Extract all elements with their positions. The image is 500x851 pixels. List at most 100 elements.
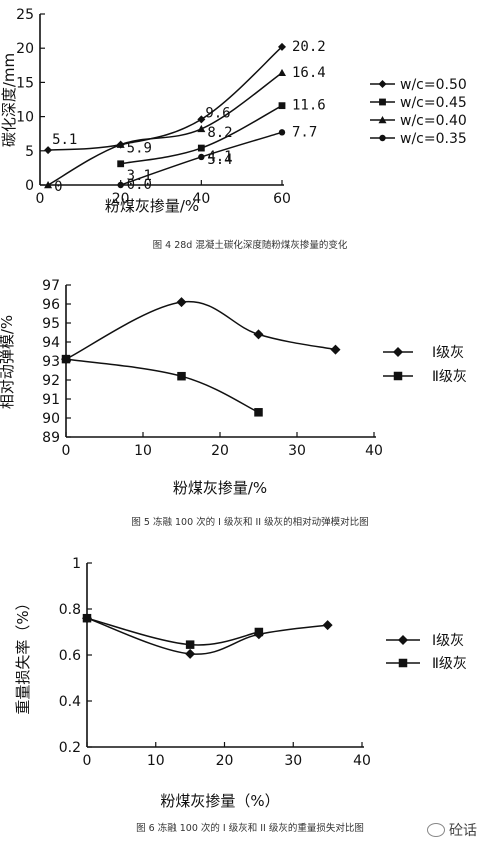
data-point (117, 160, 125, 168)
y-tick-label: 0.2 (59, 740, 81, 756)
watermark-text: 砼话 (449, 823, 477, 839)
data-label: 8.2 (207, 125, 232, 141)
x-tick-label: 20 (216, 753, 234, 769)
legend-marker (378, 116, 387, 124)
x-tick-label: 40 (353, 753, 371, 769)
series-2: 3.1 5.4 11.6 (117, 98, 326, 184)
legend-marker (398, 635, 408, 645)
data-point (278, 129, 286, 136)
data-label: 0.0 (127, 177, 152, 193)
y-axis-label: 重量损失率（%） (14, 595, 32, 714)
x-tick-label: 20 (211, 443, 229, 459)
data-label: 5.9 (127, 141, 152, 157)
data-label: 5.4 (207, 152, 232, 168)
series-line (86, 617, 328, 655)
x-tick-label: 60 (273, 191, 291, 207)
data-point (197, 115, 206, 124)
legend-label: Ⅰ级灰 (432, 345, 464, 361)
data-point (117, 181, 124, 189)
data-point (198, 153, 205, 161)
y-tick-label: 20 (16, 41, 34, 57)
x-tick-label: 0 (36, 191, 45, 207)
legend-marker (393, 371, 403, 381)
y-tick-label: 0.6 (59, 648, 81, 664)
y-axis-label: 相对动弹模/% (0, 315, 16, 409)
y-tick-label: 10 (16, 110, 34, 126)
data-label: 16.4 (292, 65, 326, 81)
data-point (61, 354, 71, 364)
y-tick-label: 94 (42, 335, 60, 351)
data-point (322, 620, 333, 631)
series-2 (82, 613, 264, 649)
series-line (47, 72, 283, 186)
chart-1: 0 5 10 15 20 25 0 20 40 60 粉煤灰掺量/% 碳化深度/mm 5.1 9.6 20.… (0, 7, 467, 251)
data-point (330, 344, 341, 355)
data-label: 20.2 (292, 39, 326, 55)
y-tick-label: 25 (16, 7, 34, 23)
y-tick-label: 92 (42, 373, 60, 389)
data-point (197, 124, 206, 133)
x-tick-label: 30 (284, 753, 302, 769)
y-tick-label: 15 (16, 75, 34, 91)
data-point (185, 648, 196, 659)
chart-caption: 图 5 冻融 100 次的 I 级灰和 II 级灰的相对动弹模对比图 (131, 516, 368, 528)
chart-caption: 图 6 冻融 100 次的 I 级灰和 II 级灰的重量损失对比图 (136, 822, 364, 834)
legend-label: Ⅰ级灰 (432, 633, 464, 649)
y-tick-label: 90 (42, 411, 60, 427)
data-point (82, 613, 92, 623)
series-line (65, 358, 259, 413)
data-point (197, 144, 205, 152)
data-label: 11.6 (292, 98, 326, 114)
series-2 (61, 354, 263, 417)
legend-label: w/c=0.50 (400, 77, 467, 93)
data-point (177, 371, 186, 381)
data-point (278, 42, 286, 51)
y-tick-label: 95 (42, 316, 60, 332)
data-label: 0 (54, 179, 62, 195)
x-axis-label: 粉煤灰掺量/% (105, 197, 199, 215)
chart-caption: 图 4 28d 混凝土碳化深度随粉煤灰掺量的变化 (153, 239, 348, 251)
series-line (48, 46, 283, 151)
legend-marker (378, 80, 387, 88)
y-tick-label: 1 (72, 556, 81, 572)
legend-label: w/c=0.40 (400, 113, 467, 129)
x-tick-label: 0 (62, 443, 71, 459)
legend-marker (398, 658, 408, 668)
series-3: 0 5.9 8.2 16.4 (44, 65, 326, 195)
y-tick-label: 89 (42, 430, 60, 446)
legend-marker (393, 347, 403, 357)
x-tick-label: 40 (192, 191, 210, 207)
data-point (253, 329, 264, 340)
series-1 (82, 613, 333, 659)
x-tick-label: 0 (83, 753, 92, 769)
series-1 (61, 297, 341, 365)
legend-label: w/c=0.45 (400, 95, 467, 111)
data-point (278, 68, 286, 77)
data-label: 7.7 (292, 124, 317, 140)
x-tick-label: 30 (288, 443, 306, 459)
data-point (176, 297, 187, 308)
y-tick-label: 93 (42, 354, 60, 370)
y-tick-label: 0.4 (59, 694, 81, 710)
chart-2: 89 90 91 92 93 94 95 96 97 0 10 20 30 40 粉煤灰掺量/% 相对动弹模/… (0, 278, 467, 528)
y-tick-label: 97 (42, 278, 60, 294)
watermark: 砼话 (427, 820, 477, 840)
series-4: 0.0 4.1 7.7 (117, 124, 317, 193)
data-label: 5.1 (52, 132, 77, 148)
x-tick-label: 10 (147, 753, 165, 769)
data-label: 3.1 (127, 168, 152, 184)
data-label: 9.6 (205, 105, 230, 121)
y-tick-label: 96 (42, 297, 60, 313)
y-tick-label: 5 (25, 144, 34, 160)
y-axis-label: 碳化深度/mm (0, 53, 18, 147)
legend-label: Ⅱ级灰 (432, 656, 467, 672)
data-point (116, 140, 125, 148)
series-line (65, 300, 336, 360)
legend-label: Ⅱ级灰 (432, 369, 467, 385)
data-point (254, 408, 263, 417)
y-tick-label: 91 (42, 392, 60, 408)
data-point (254, 627, 264, 637)
x-tick-label: 10 (134, 443, 152, 459)
